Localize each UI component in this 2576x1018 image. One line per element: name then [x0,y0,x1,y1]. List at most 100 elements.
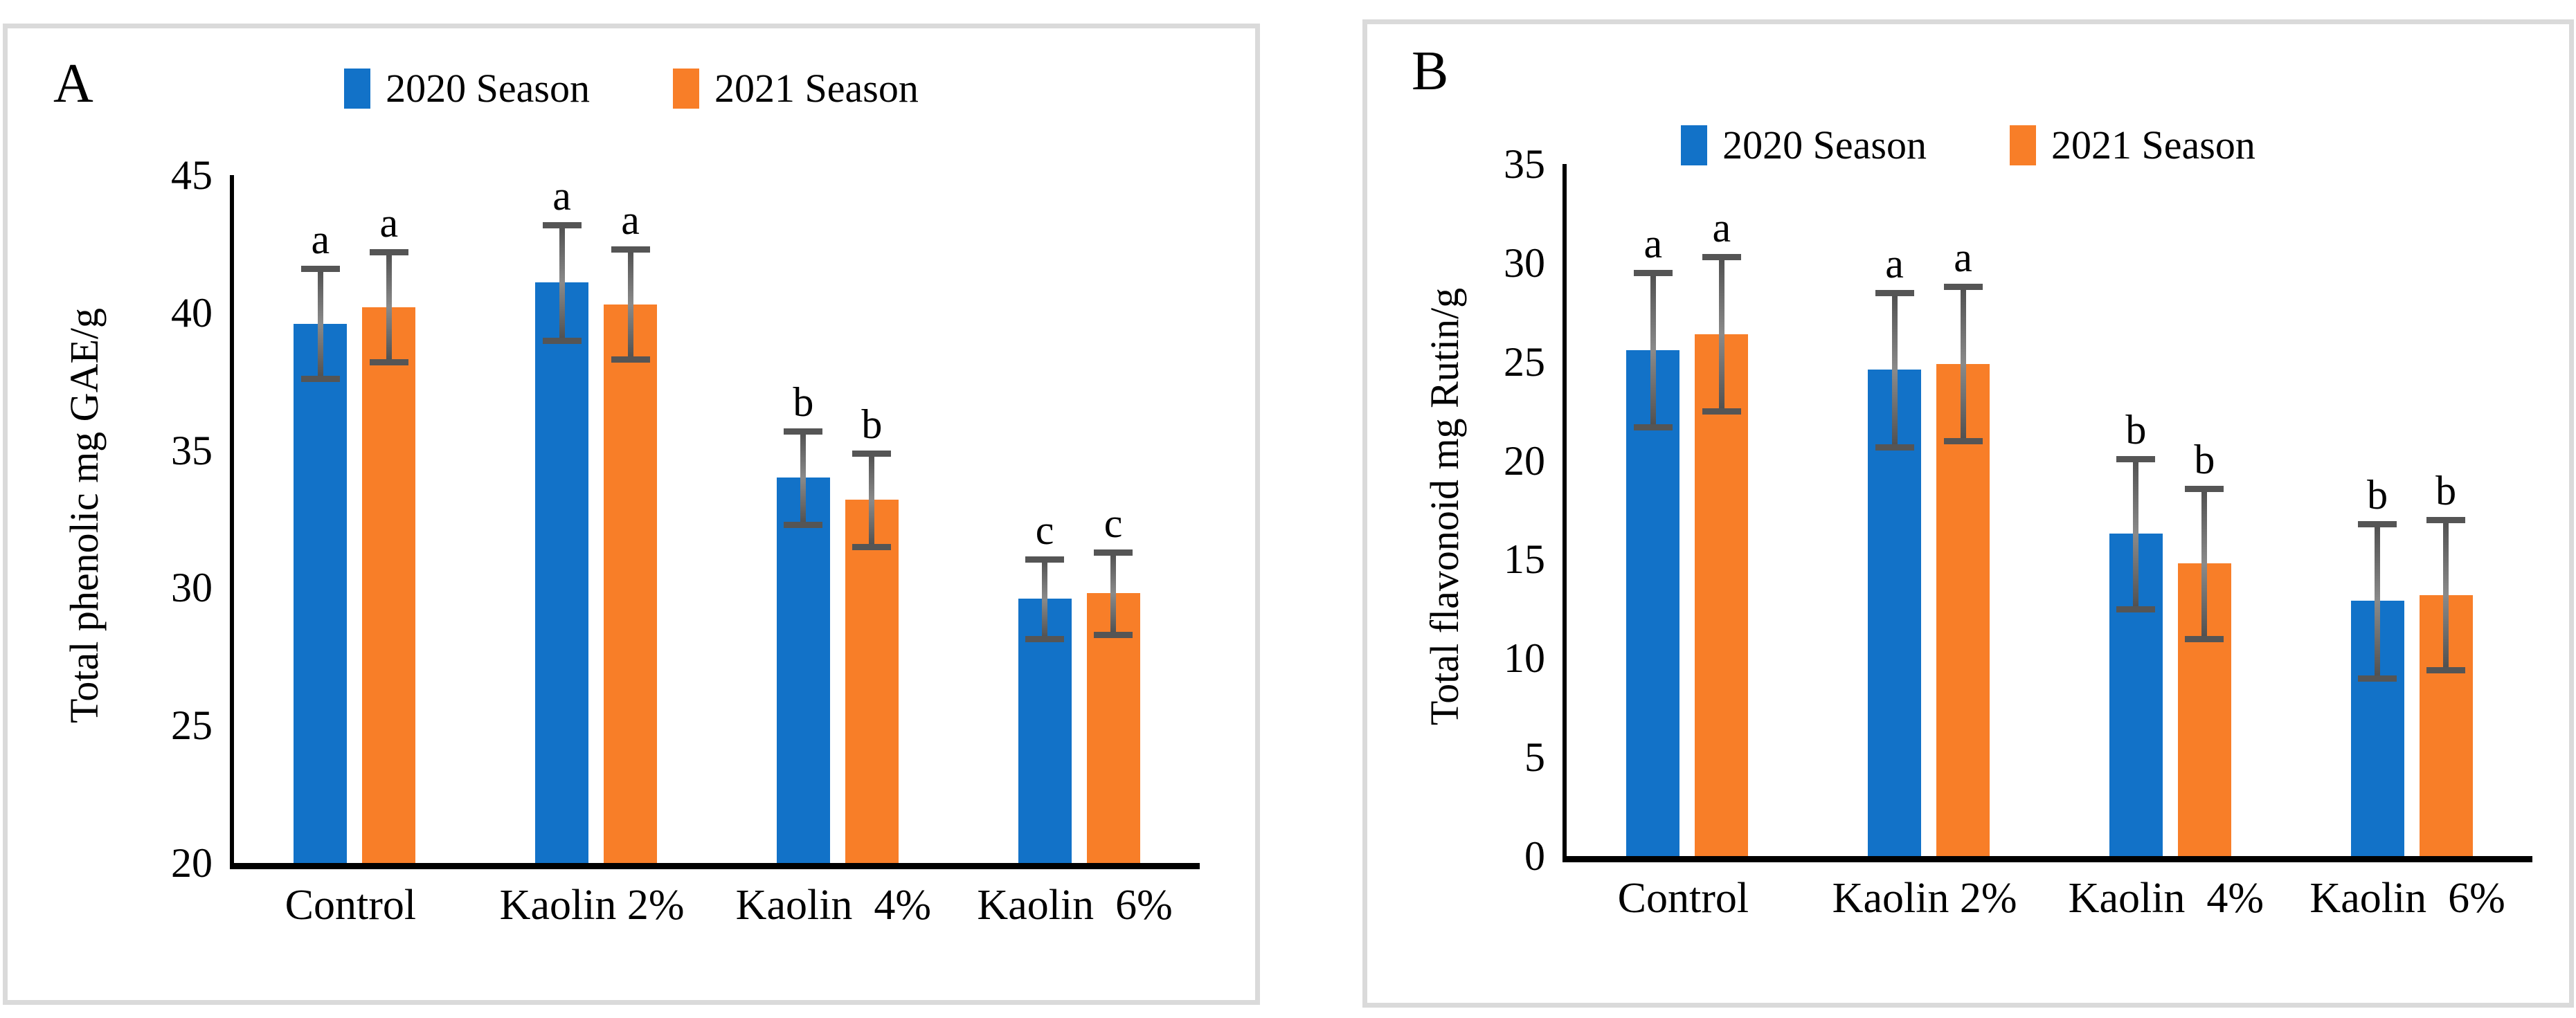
bar-2020-Kaolin 4% [776,478,830,863]
legend-item-2020: 2020 Season [1681,125,1927,165]
error-bar-cap [2185,635,2224,642]
significance-letter: c [1035,507,1054,553]
error-bar-cap [1633,270,1673,277]
error-bar-cap [2116,455,2156,462]
legend-item-2020: 2020 Season [344,69,590,109]
legend-a: 2020 Season 2021 Season [8,69,1255,109]
error-bar-cap [2185,485,2224,492]
error-bar [1110,552,1117,635]
error-bar-cap [2426,667,2466,674]
error-bar-cap [852,450,892,457]
significance-letter: a [1712,205,1731,251]
significance-letter: a [1643,221,1663,267]
y-tick-label: 20 [171,840,213,886]
error-bar-cap [1875,444,1914,451]
y-tick-label: 20 [1504,437,1545,484]
chart-panel-b: B 2020 Season 2021 Season Total flavonoi… [1362,19,2574,1008]
error-bar-cap [369,249,408,256]
error-bar [559,224,565,340]
significance-letter: b [2435,468,2457,514]
legend-label-2020: 2020 Season [1722,122,1927,167]
x-category-label: Kaolin 6% [977,882,1173,929]
y-tick-label: 25 [171,702,213,749]
error-bar [317,269,323,379]
error-bar-cap [1875,289,1914,296]
error-bar-cap [1633,424,1673,430]
panel-label-a: A [53,53,93,114]
y-axis-title-b: Total flavonoid mg Rutin/g [1422,287,1467,726]
y-tick-label: 40 [171,289,213,336]
error-bar-cap [784,521,823,528]
plot-area-a: a a b c a a b c [230,175,1200,869]
y-tick-label: 35 [171,427,213,473]
significance-letter: a [311,217,330,263]
error-bar [1042,558,1048,639]
error-bar-cap [542,221,582,228]
x-category-label: Kaolin 4% [735,882,932,929]
error-bar-cap [2426,517,2466,524]
legend-b: 2020 Season 2021 Season [1367,125,2569,165]
y-tick-label: 35 [1504,141,1545,187]
error-bar-cap [1702,408,1741,415]
legend-label-2021: 2021 Season [2051,122,2255,167]
error-bar-cap [542,337,582,344]
error-bar-cap [2358,675,2397,682]
panel-label-b: B [1412,41,1449,102]
y-tick-label: 0 [1524,833,1545,879]
error-bar-cap [2358,521,2397,527]
plot-area-b: a a b b a a b b [1562,164,2532,862]
significance-letter: c [1104,500,1123,546]
x-category-label: Control [1617,875,1749,922]
y-tick-label: 45 [171,152,213,198]
significance-letter: b [861,401,883,447]
error-bar-cap [1094,549,1133,556]
error-bar [627,249,633,360]
bar-2021-Kaolin 2% [1936,363,1990,856]
error-bar-cap [1025,635,1065,642]
bar-2021-Kaolin 4% [845,500,899,863]
bar-2020-Kaolin 2% [1868,370,1922,856]
error-bar [1718,257,1724,412]
error-bar-cap [784,428,823,435]
significance-letter: a [621,197,640,244]
bar-2020-Kaolin 2% [535,282,589,863]
chart-panel-a: A 2020 Season 2021 Season Total phenolic… [3,24,1260,1005]
error-bar [1891,292,1898,447]
error-bar-cap [611,356,650,363]
significance-letter: b [2125,406,2147,453]
significance-letter: a [552,172,571,219]
y-tick-label: 15 [1504,536,1545,583]
error-bar [2375,524,2381,678]
significance-letter: b [2367,472,2388,518]
bar-2020-Kaolin 6% [1018,599,1072,863]
bar-2021-Control [1695,334,1749,856]
error-bar-cap [1943,284,1983,291]
significance-letter: b [2194,436,2215,482]
legend-item-2021: 2021 Season [2010,125,2255,165]
error-bar-cap [2116,606,2156,612]
significance-letter: a [1885,240,1904,287]
y-tick-label: 5 [1524,734,1545,781]
bar-2021-Control [362,307,416,863]
error-bar [800,430,807,525]
y-axis-title-a: Total phenolic mg GAE/g [62,308,107,723]
error-bar [386,252,392,363]
error-bar-cap [369,359,408,366]
bar-2021-Kaolin 6% [1086,593,1140,863]
significance-letter: a [379,200,399,246]
y-tick-label: 25 [1504,338,1545,385]
legend-swatch-2021-icon [2010,125,2036,165]
error-bar [2201,488,2208,639]
y-tick-label: 30 [171,565,213,611]
error-bar [1960,287,1966,441]
bar-2020-Control [1626,349,1680,856]
error-bar-cap [1943,438,1983,444]
significance-letter: a [1954,235,1972,281]
bar-2021-Kaolin 2% [604,304,658,863]
legend-swatch-2020-icon [344,69,371,109]
legend-label-2020: 2020 Season [386,66,590,111]
error-bar [869,453,875,547]
x-category-label: Kaolin 4% [2068,875,2264,922]
legend-item-2021: 2021 Season [673,69,919,109]
